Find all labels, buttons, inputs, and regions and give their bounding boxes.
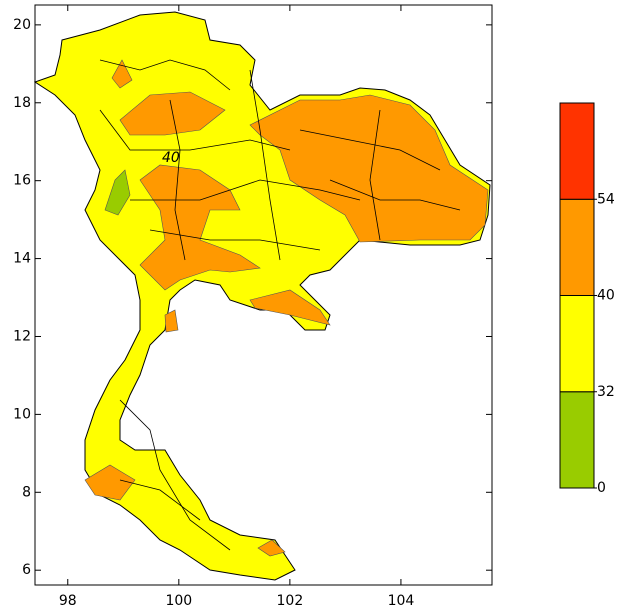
y-tick-label: 20	[13, 17, 31, 33]
y-tick-label: 12	[13, 328, 31, 344]
colorbar-bin	[559, 391, 595, 489]
y-tick-label: 18	[13, 95, 31, 111]
y-tick-label: 16	[13, 173, 31, 189]
y-tick-label: 10	[13, 406, 31, 422]
x-tick-label: 98	[59, 593, 77, 609]
province-borders	[99, 59, 461, 551]
green-zone	[104, 169, 131, 216]
y-tick-label: 8	[22, 484, 31, 500]
colorbar-bin	[559, 295, 595, 393]
contour-label: 40	[162, 150, 180, 166]
x-tick-label: 104	[388, 593, 415, 609]
colorbar-label: 32	[597, 384, 615, 400]
y-tick-label: 14	[13, 251, 31, 267]
y-tick-label: 6	[22, 562, 31, 578]
colorbar-label: 54	[597, 191, 615, 207]
colorbar-bin	[559, 198, 595, 296]
colorbar-label: 40	[597, 288, 615, 304]
x-tick-label: 102	[277, 593, 304, 609]
colorbar-bin	[559, 102, 595, 200]
x-tick-label: 100	[165, 593, 192, 609]
colorbar-label: 0	[597, 480, 606, 496]
land: 40	[33, 11, 491, 581]
